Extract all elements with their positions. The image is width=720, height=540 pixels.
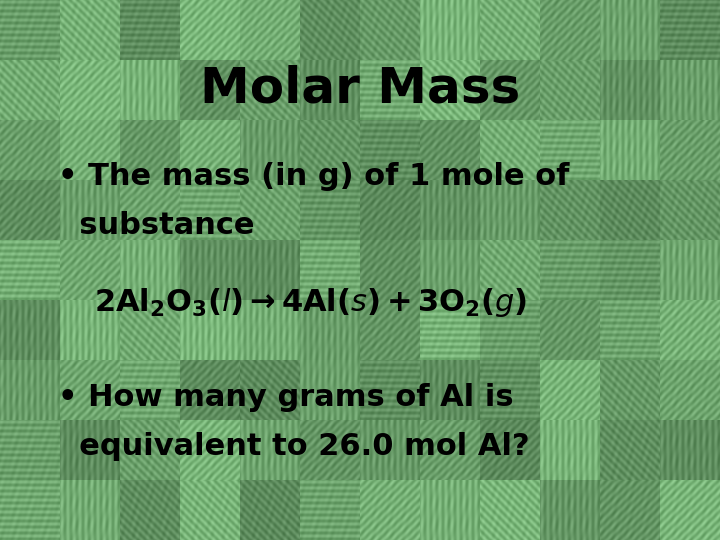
Text: • The mass (in g) of 1 mole of: • The mass (in g) of 1 mole of <box>58 162 569 191</box>
Text: Molar Mass: Molar Mass <box>200 65 520 113</box>
Text: equivalent to 26.0 mol Al?: equivalent to 26.0 mol Al? <box>58 432 529 461</box>
Text: $\mathbf{2Al_2O_3(}$$\mathit{l}$$\mathbf{) \rightarrow 4Al(}$$\mathit{s}$$\mathb: $\mathbf{2Al_2O_3(}$$\mathit{l}$$\mathbf… <box>94 286 527 319</box>
Text: substance: substance <box>58 211 254 240</box>
Text: • How many grams of Al is: • How many grams of Al is <box>58 383 513 413</box>
